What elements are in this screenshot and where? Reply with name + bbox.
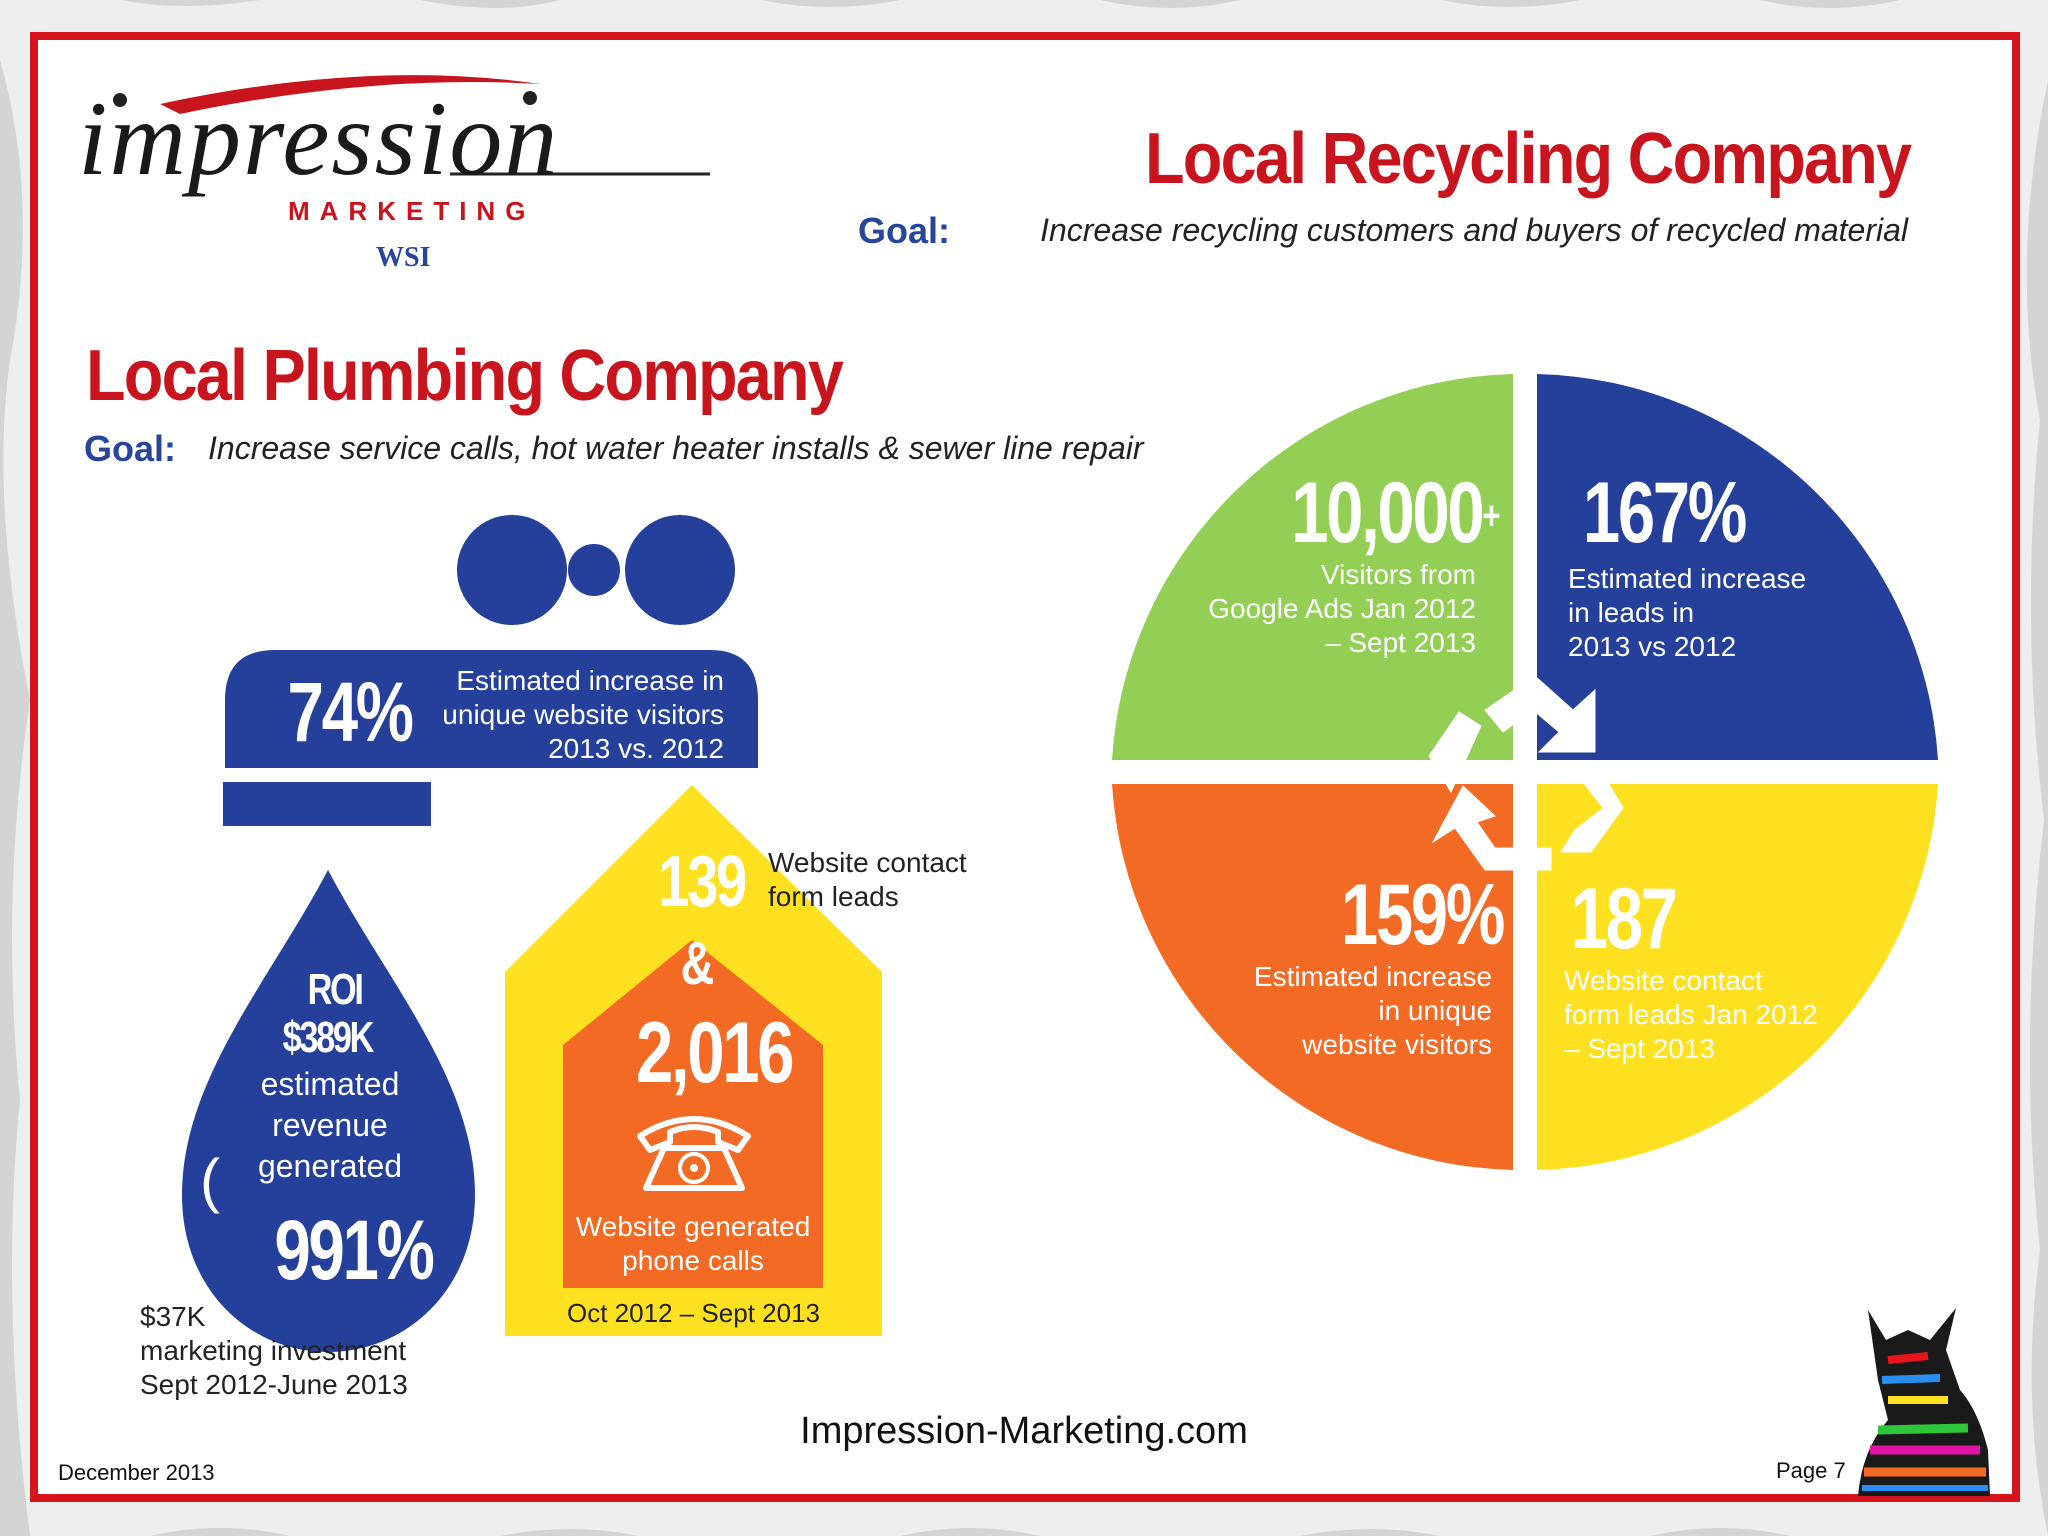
roi-label: ROI <box>307 965 364 1014</box>
recycling-goal-label: Goal: <box>858 210 951 251</box>
recycling-title: Local Recycling Company <box>1144 119 1912 199</box>
faucet-value: 74% <box>287 665 414 759</box>
pie-quadrant-orange <box>1112 784 1513 1170</box>
recycle-icon <box>1428 675 1624 871</box>
leads-value: 139 <box>658 842 747 922</box>
faucet-spout <box>223 782 431 826</box>
footer-website[interactable]: Impression-Marketing.com <box>800 1410 1248 1452</box>
plumbing-goal-label: Goal: <box>84 428 177 469</box>
recycling-goal-text: Increase recycling customers and buyers … <box>1040 212 1908 248</box>
plumbing-title: Local Plumbing Company <box>86 336 844 416</box>
roi-value: $389K <box>282 1013 375 1062</box>
investment-note: $37K marketing investment Sept 2012-June… <box>140 1301 408 1400</box>
pie-quadrant-yellow <box>1537 784 1938 1170</box>
q1-caption: Visitors from Google Ads Jan 2012 – Sept… <box>1208 559 1476 658</box>
roi-caption: estimated revenue generated <box>257 1066 403 1184</box>
calls-caption: Website generated phone calls <box>575 1211 811 1276</box>
recycling-pie <box>1112 374 1938 1170</box>
faucet-caption: Estimated increase in unique website vis… <box>442 665 724 764</box>
faucet-body <box>225 650 758 768</box>
ampersand: & <box>680 930 714 997</box>
q1-value: 10,000+ <box>1291 465 1500 561</box>
leads-caption: Website contact form leads <box>768 847 967 912</box>
roi-paren: ( <box>200 1147 220 1214</box>
q4-caption: Website contact form leads Jan 2012 – Se… <box>1564 965 1818 1064</box>
calls-value: 2,016 <box>636 1005 795 1101</box>
roi-percent: 991% <box>274 1203 435 1297</box>
house-inner <box>563 940 823 1288</box>
pie-quadrant-green <box>1112 374 1513 760</box>
q3-value: 159% <box>1340 867 1506 963</box>
logo-partner: WSI <box>376 242 431 273</box>
telephone-icon <box>637 1116 751 1191</box>
impression-marketing-logo <box>113 75 710 176</box>
q2-caption: Estimated increase in leads in 2013 vs 2… <box>1568 563 1807 662</box>
q3-caption: Estimated increase in unique website vis… <box>1253 961 1492 1060</box>
q2-value: 167% <box>1582 465 1748 561</box>
logo-wordmark: impression <box>78 80 560 197</box>
pie-quadrant-blue <box>1537 374 1938 760</box>
house-period: Oct 2012 – Sept 2013 <box>567 1298 820 1328</box>
faucet-handle-left <box>457 515 567 625</box>
faucet-handle-center <box>568 544 620 596</box>
water-drop <box>182 870 475 1352</box>
faucet-handle-right <box>625 515 735 625</box>
logo-subtitle: MARKETING <box>288 196 536 226</box>
plumbing-goal-text: Increase service calls, hot water heater… <box>208 430 1144 466</box>
q4-value: 187 <box>1570 871 1678 967</box>
footer-date: December 2013 <box>58 1460 215 1485</box>
zebra-icon <box>1858 1308 1990 1496</box>
footer-page-number: Page 7 <box>1776 1458 1846 1483</box>
